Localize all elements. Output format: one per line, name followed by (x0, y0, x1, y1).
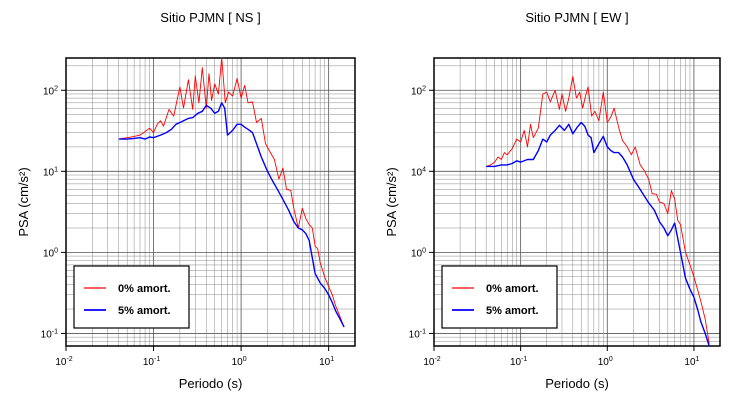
series-line-undamped (118, 57, 345, 328)
x-axis-label: Periodo (s) (179, 376, 243, 391)
legend-label: 5% amort. (118, 305, 171, 317)
y-axis-label: PSA (cm/s²) (384, 167, 399, 236)
legend-box (441, 265, 558, 329)
series-line-damped (486, 121, 710, 347)
series-line-damped (118, 102, 345, 328)
chart-title: Sitio PJMN [ EW ] (525, 10, 628, 25)
y-axis-label: PSA (cm/s²) (16, 167, 31, 236)
y-tick-label: 100 (43, 247, 58, 259)
y-tick-label: 101 (43, 166, 58, 178)
grid (433, 58, 721, 347)
x-axis-label: Periodo (s) (545, 376, 609, 391)
x-tick-label: 101 (319, 356, 334, 368)
y-tick-label: 102 (43, 85, 58, 97)
plot-frame (433, 57, 721, 347)
x-tick-label: 101 (684, 356, 699, 368)
x-tick-label: 100 (232, 356, 247, 368)
x-tick-label: 10-1 (510, 356, 527, 368)
x-tick-label: 10-2 (423, 356, 440, 368)
legend-box (73, 265, 190, 329)
y-tick-label: 100 (411, 247, 426, 259)
y-tick-label: 10-1 (409, 328, 426, 340)
x-tick-label: 10-1 (143, 356, 160, 368)
chart-title: Sitio PJMN [ NS ] (160, 10, 260, 25)
x-tick-label: 10-2 (55, 356, 72, 368)
legend-label: 5% amort. (486, 305, 539, 317)
y-tick-label: 104 (411, 166, 426, 178)
y-tick-label: 102 (411, 85, 426, 97)
series-line-undamped (486, 76, 710, 344)
legend-label: 0% amort. (486, 283, 539, 295)
chart-panel-1: 10-2 10-1 100 101 10-1 100 104 102 Sitio PJMN [ … (384, 10, 721, 391)
y-tick-label: 10-1 (41, 328, 58, 340)
chart-panel-0: 10-2 10-1 100 101 10-1 100 101 102 Sitio PJMN [ … (16, 10, 356, 391)
plot-frame (65, 57, 356, 347)
x-tick-label: 100 (598, 356, 613, 368)
legend-label: 0% amort. (118, 283, 171, 295)
